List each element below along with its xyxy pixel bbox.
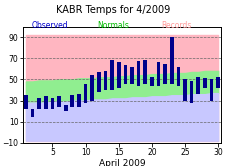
Text: Normals: Normals [97, 21, 128, 30]
Bar [130, 67, 133, 84]
Bar [156, 62, 160, 86]
Bar [77, 94, 80, 107]
Bar [215, 77, 219, 88]
Bar [37, 98, 41, 109]
Bar [44, 96, 47, 109]
Text: KABR Temps for 4/2009: KABR Temps for 4/2009 [56, 5, 169, 15]
Text: Observed: Observed [31, 21, 68, 30]
Bar [90, 75, 94, 100]
Bar [209, 79, 212, 100]
Bar [169, 37, 173, 84]
Bar [182, 79, 186, 100]
X-axis label: April 2009: April 2009 [98, 159, 145, 166]
Bar [110, 60, 113, 90]
Bar [83, 84, 87, 103]
Bar [163, 64, 166, 84]
Bar [143, 60, 146, 84]
Bar [64, 105, 67, 111]
Bar [189, 82, 193, 103]
Bar [136, 61, 140, 86]
Text: Records: Records [160, 21, 191, 30]
Bar [31, 109, 34, 117]
Bar [97, 72, 100, 92]
Bar [149, 77, 153, 86]
Bar [202, 78, 206, 88]
Bar [24, 95, 28, 109]
Bar [176, 67, 179, 86]
Bar [116, 62, 120, 88]
Bar [70, 95, 74, 107]
Bar [123, 65, 127, 84]
Bar [57, 96, 61, 107]
Bar [103, 71, 107, 90]
Bar [50, 98, 54, 109]
Bar [196, 77, 199, 94]
